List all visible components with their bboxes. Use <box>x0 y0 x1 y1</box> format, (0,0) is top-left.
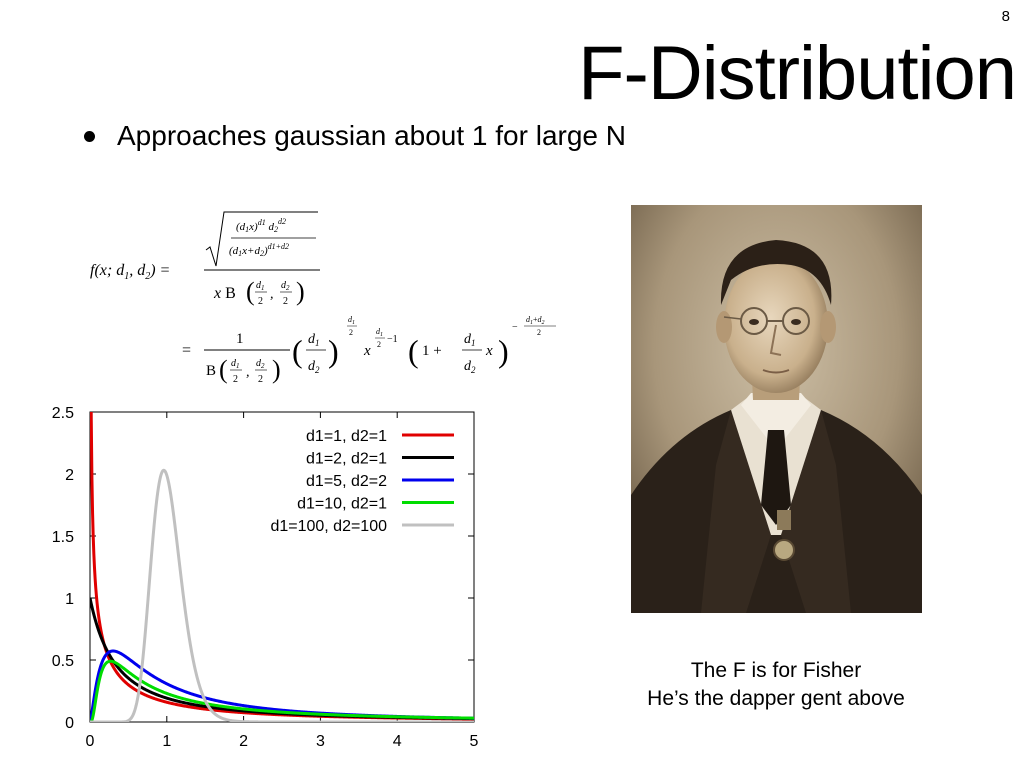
y-tick-label: 2 <box>65 467 74 484</box>
svg-text:d1: d1 <box>464 332 476 348</box>
bullet-item: Approaches gaussian about 1 for large N <box>80 120 626 152</box>
svg-text:−1: −1 <box>387 334 398 345</box>
chart-svg: 0 1 2 3 4 5 0 0.5 1 1.5 2 2.5 d1=1, d2=1 d1=2, d2=1 d1… <box>52 405 479 750</box>
legend-label: d1=1, d2=1 <box>306 428 387 445</box>
svg-text:(: ( <box>246 277 255 306</box>
legend-label: d1=10, d2=1 <box>297 496 387 513</box>
series-line-5 <box>90 468 474 722</box>
x-tick-label: 4 <box>393 733 402 750</box>
bullet-text: Approaches gaussian about 1 for large N <box>117 120 626 151</box>
y-tick-label: 0.5 <box>52 653 74 670</box>
svg-text:d1: d1 <box>256 280 265 292</box>
legend-label: d1=100, d2=100 <box>270 518 387 535</box>
x-tick-label: 2 <box>239 733 248 750</box>
svg-text:d1: d1 <box>376 327 383 338</box>
svg-text:B: B <box>206 363 216 379</box>
svg-text:d1: d1 <box>308 332 320 348</box>
svg-text:d1: d1 <box>231 358 240 370</box>
svg-text:x: x <box>485 343 493 359</box>
svg-text:(d1x)d1 d2d2: (d1x)d1 d2d2 <box>236 217 286 234</box>
photo-caption: The F is for Fisher He’s the dapper gent… <box>600 657 952 713</box>
svg-text:f(x; d1, d2) =: f(x; d1, d2) = <box>90 262 170 282</box>
y-tick-label: 1 <box>65 591 74 608</box>
svg-text:(d1x+d2)d1+d2: (d1x+d2)d1+d2 <box>229 242 289 258</box>
svg-text:2: 2 <box>258 374 263 385</box>
caption-line-1: The F is for Fisher <box>690 659 862 682</box>
slide-number: 8 <box>1001 8 1010 25</box>
svg-text:): ) <box>296 277 305 306</box>
y-tick-label: 2.5 <box>52 405 74 422</box>
svg-text:d1+d2: d1+d2 <box>526 315 545 326</box>
svg-text:(: ( <box>292 333 303 369</box>
svg-text:=: = <box>182 342 191 359</box>
svg-text:): ) <box>498 333 509 369</box>
svg-text:(: ( <box>219 355 228 384</box>
svg-text:,: , <box>246 365 250 380</box>
slide-title: F-Distribution <box>578 31 1017 116</box>
svg-text:d2: d2 <box>256 358 265 370</box>
svg-text:2: 2 <box>377 340 381 349</box>
x-tick-label: 3 <box>316 733 325 750</box>
svg-text:1 +: 1 + <box>422 343 442 359</box>
f-distribution-chart: 0 1 2 3 4 5 0 0.5 1 1.5 2 2.5 d1=1, d2=1 d1=2, d2=1 d1… <box>40 398 500 763</box>
legend-label: d1=5, d2=2 <box>306 473 387 490</box>
svg-text:2: 2 <box>283 296 288 307</box>
legend-label: d1=2, d2=1 <box>306 451 387 468</box>
x-tick-label: 0 <box>86 733 95 750</box>
svg-text:,: , <box>270 287 274 302</box>
svg-text:d2: d2 <box>464 359 476 375</box>
svg-text:2: 2 <box>537 328 541 337</box>
x-tick-label: 1 <box>162 733 171 750</box>
svg-text:d1: d1 <box>348 315 355 326</box>
portrait-photo-icon <box>631 205 922 613</box>
svg-text:2: 2 <box>233 374 238 385</box>
svg-text:): ) <box>328 333 339 369</box>
y-tick-label: 1.5 <box>52 529 74 546</box>
svg-text:(: ( <box>408 333 419 369</box>
x-tick-label: 5 <box>470 733 479 750</box>
svg-text:2: 2 <box>258 296 263 307</box>
svg-text:): ) <box>272 355 281 384</box>
series-line-4 <box>90 659 474 722</box>
caption-line-2: He’s the dapper gent above <box>647 687 905 710</box>
svg-text:x: x <box>363 343 371 359</box>
pdf-formula: f(x; d1, d2) = (d1x)d1 d2d2 (d1x+d2)d1+d… <box>86 200 566 390</box>
svg-text:1: 1 <box>236 331 244 347</box>
bullet-dot-icon <box>84 130 95 142</box>
svg-text:d2: d2 <box>308 359 320 375</box>
y-tick-label: 0 <box>65 715 74 732</box>
svg-text:−: − <box>512 322 518 333</box>
svg-text:d2: d2 <box>281 280 290 292</box>
svg-text:x B: x B <box>213 285 236 302</box>
svg-text:2: 2 <box>349 328 353 337</box>
